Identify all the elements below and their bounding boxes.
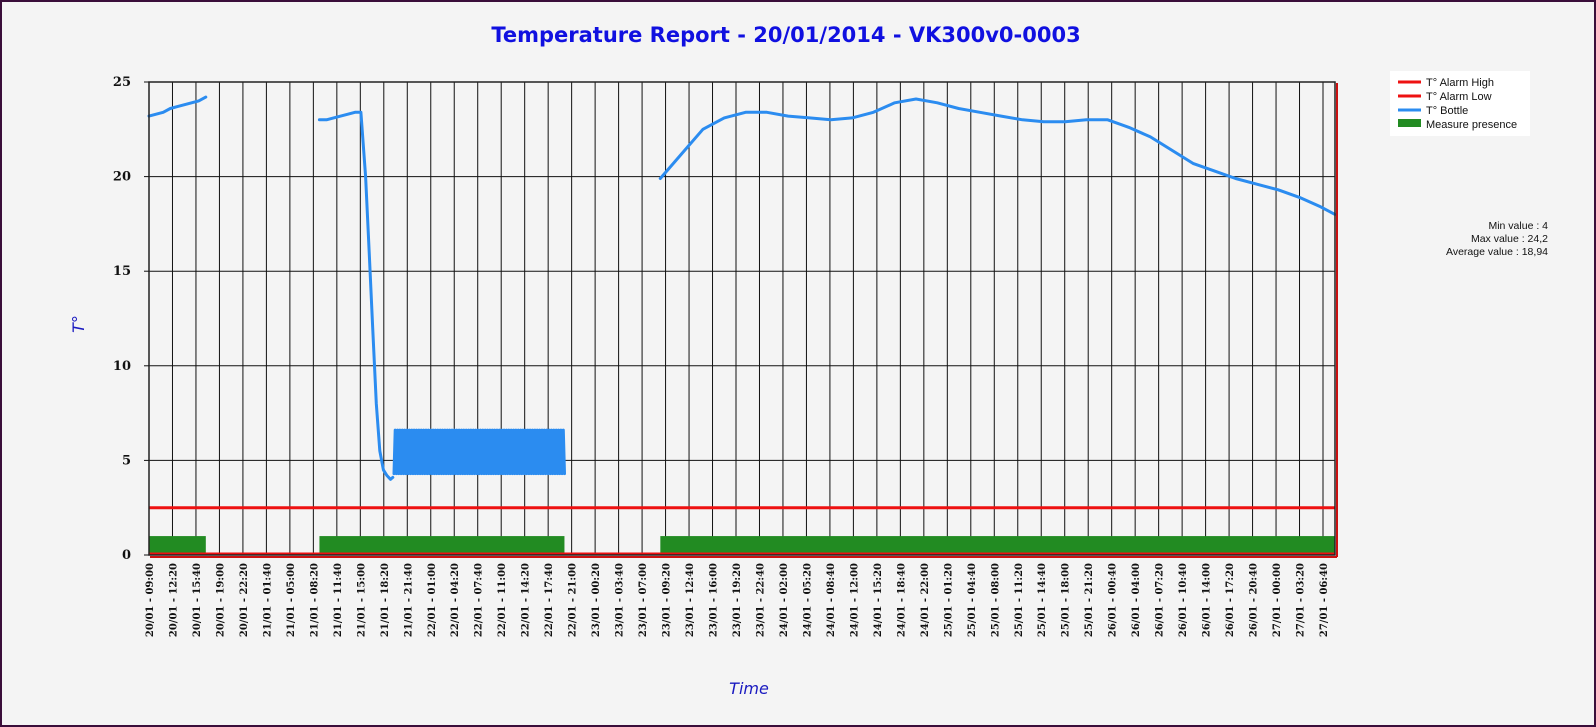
chart-title: Temperature Report - 20/01/2014 - VK300v… [491,23,1080,47]
x-tick-label: 21/01 - 15:00 [356,563,367,637]
x-tick-label: 20/01 - 09:00 [145,563,156,637]
x-tick-label: 25/01 - 14:40 [1037,563,1048,637]
x-tick-label: 23/01 - 07:00 [638,563,649,637]
x-axis-title: Time [729,679,769,698]
x-tick-label: 27/01 - 00:00 [1272,563,1283,637]
bottle-line-segment [658,97,1337,216]
x-tick-label: 21/01 - 01:40 [262,563,273,637]
x-tick-label: 25/01 - 04:40 [967,563,978,637]
x-tick-label: 25/01 - 08:00 [990,563,1001,637]
bottle-line-segment [147,95,208,118]
x-tick-label: 22/01 - 14:20 [521,563,532,637]
stat-max: Max value : 24,2 [1471,233,1548,245]
x-tick-label: 22/01 - 04:20 [450,563,461,637]
x-tick-label: 24/01 - 05:20 [802,563,813,637]
legend-label-presence: Measure presence [1426,119,1517,131]
bottle-line-segment [317,110,395,481]
x-tick-label: 20/01 - 15:40 [192,563,203,637]
measure-presence-bands [149,536,1335,555]
x-tick-label: 26/01 - 00:40 [1108,563,1119,637]
x-tick-label: 21/01 - 18:20 [380,563,391,637]
x-tick-label: 22/01 - 21:00 [568,563,579,637]
vertical-gridlines [171,82,1324,555]
legend-label-bottle: T° Bottle [1426,105,1468,117]
x-tick-label: 24/01 - 18:40 [896,563,907,637]
stat-min: Min value : 4 [1488,220,1548,232]
x-tick-label: 26/01 - 10:40 [1178,563,1189,637]
x-tick-label: 20/01 - 22:20 [239,563,250,637]
x-tick-label: 22/01 - 17:40 [544,563,555,637]
x-tick-label: 23/01 - 22:40 [755,563,766,637]
x-tick-label: 23/01 - 16:00 [709,563,720,637]
legend-label-alarm-high: T° Alarm High [1426,77,1494,89]
x-tick-label: 23/01 - 12:40 [685,563,696,637]
y-tick-label: 10 [113,359,131,374]
x-tick-label: 23/01 - 03:40 [615,563,626,637]
y-tick-label: 5 [122,453,131,468]
x-tick-label: 23/01 - 09:20 [662,563,673,637]
x-axis-ticks: 20/01 - 09:00 20/01 - 12:20 20/01 - 15:40 2… [145,563,1330,637]
plot-border [148,81,1336,556]
y-axis-title: T° [69,315,88,333]
legend-swatch-presence [1398,119,1421,127]
x-tick-label: 27/01 - 03:20 [1296,563,1307,637]
x-tick-label: 23/01 - 19:20 [732,563,743,637]
x-tick-label: 24/01 - 12:00 [849,563,860,637]
bottle-temperature-series [147,95,1337,481]
x-tick-label: 22/01 - 11:00 [497,563,508,637]
stats-panel: Min value : 4 Max value : 24,2 Average v… [1446,220,1548,258]
x-tick-label: 24/01 - 02:00 [779,563,790,637]
x-tick-label: 27/01 - 06:40 [1319,563,1330,637]
legend: T° Alarm High T° Alarm Low T° Bottle Mea… [1390,71,1530,136]
x-tick-label: 24/01 - 15:20 [873,563,884,637]
x-tick-label: 20/01 - 19:00 [215,563,226,637]
x-tick-label: 26/01 - 17:20 [1225,563,1236,637]
x-tick-label: 20/01 - 12:20 [168,563,179,637]
bottle-line-segment [392,428,566,476]
x-tick-label: 25/01 - 21:20 [1084,563,1095,637]
x-tick-label: 22/01 - 07:40 [474,563,485,637]
x-tick-label: 26/01 - 07:20 [1155,563,1166,637]
x-tick-label: 21/01 - 08:20 [309,563,320,637]
x-tick-label: 24/01 - 08:40 [826,563,837,637]
presence-band [660,536,1335,555]
x-tick-label: 23/01 - 00:20 [591,563,602,637]
stat-average: Average value : 18,94 [1446,246,1548,258]
plot-area [149,82,1335,555]
x-tick-label: 21/01 - 05:00 [286,563,297,637]
x-tick-label: 21/01 - 21:40 [403,563,414,637]
presence-band [149,536,206,555]
y-tick-label: 20 [113,170,131,185]
x-tick-label: 26/01 - 04:00 [1131,563,1142,637]
x-tick-label: 26/01 - 14:00 [1202,563,1213,637]
x-tick-label: 25/01 - 18:00 [1061,563,1072,637]
y-tick-label: 15 [113,264,131,279]
presence-band [319,536,565,555]
x-tick-label: 21/01 - 11:40 [333,563,344,637]
y-tick-label: 0 [122,548,131,563]
x-tick-label: 24/01 - 22:00 [920,563,931,637]
x-tick-label: 26/01 - 20:40 [1249,563,1260,637]
horizontal-gridlines [149,176,1335,461]
y-axis-ticks: 0 5 10 15 20 25 [113,75,149,563]
x-tick-label: 25/01 - 01:20 [943,563,954,637]
x-tick-label: 25/01 - 11:20 [1014,563,1025,637]
legend-label-alarm-low: T° Alarm Low [1426,91,1492,103]
y-tick-label: 25 [113,75,131,90]
x-tick-label: 22/01 - 01:00 [427,563,438,637]
